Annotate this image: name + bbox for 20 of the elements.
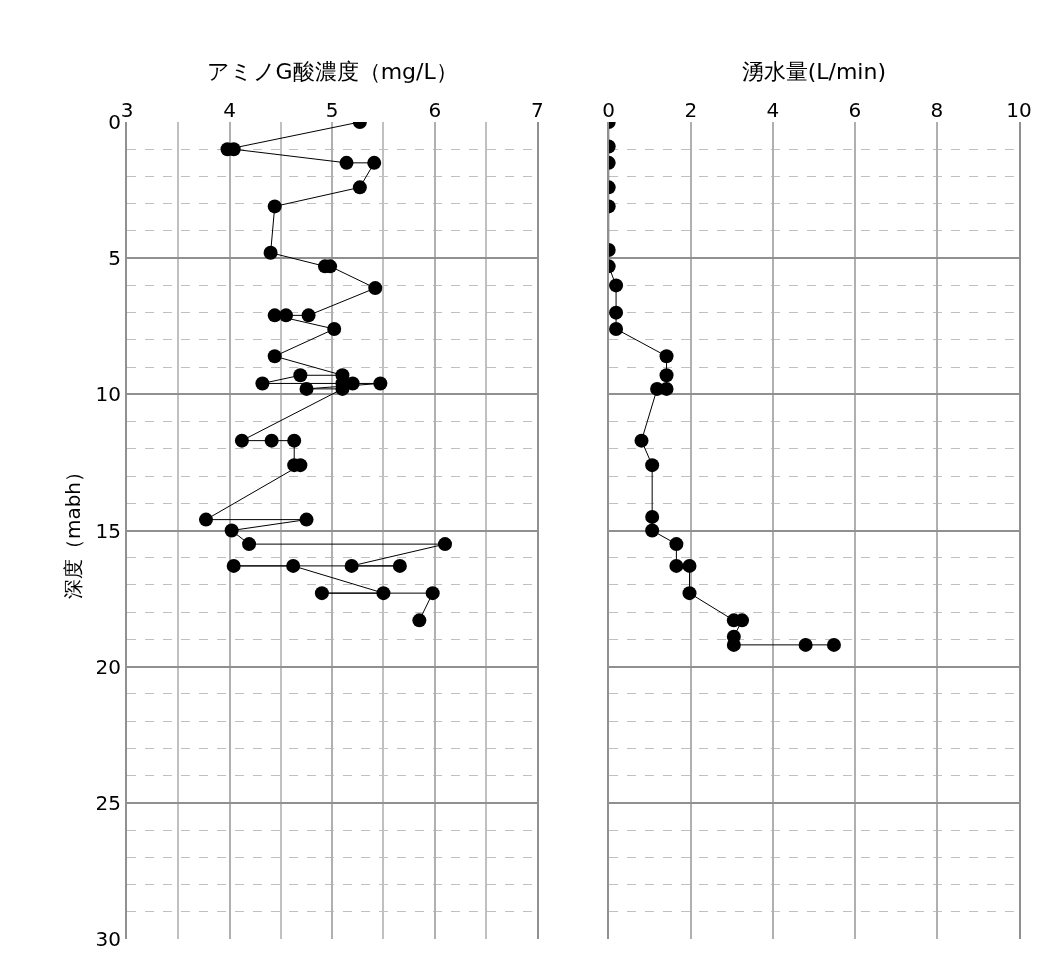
y-tick-label: 25 — [95, 790, 121, 815]
x-tick-label: 4 — [766, 98, 780, 122]
x-tick-label: 4 — [223, 98, 236, 122]
x-axis-title: 湧水量(L/min) — [741, 58, 886, 84]
x-tick-label: 5 — [325, 98, 339, 122]
y-tick-label: 15 — [95, 518, 121, 543]
y-tick-label: 10 — [95, 382, 121, 407]
x-tick-label: 2 — [684, 98, 698, 122]
y-tick-label: 20 — [95, 654, 121, 679]
y-tick-label: 30 — [95, 927, 121, 951]
x-tick-label: 6 — [848, 98, 862, 122]
x-tick-label: 10 — [1006, 98, 1032, 122]
x-axis-title: アミノG酸濃度（mg/L） — [206, 58, 458, 84]
x-tick-label: 8 — [930, 98, 944, 122]
x-tick-label: 3 — [120, 98, 134, 122]
x-tick-label: 0 — [602, 98, 616, 122]
y-tick-label: 5 — [108, 246, 121, 271]
y-axis-title: 深度（mabh） — [60, 461, 85, 600]
x-tick-label: 7 — [530, 98, 544, 122]
x-tick-label: 6 — [428, 98, 442, 122]
